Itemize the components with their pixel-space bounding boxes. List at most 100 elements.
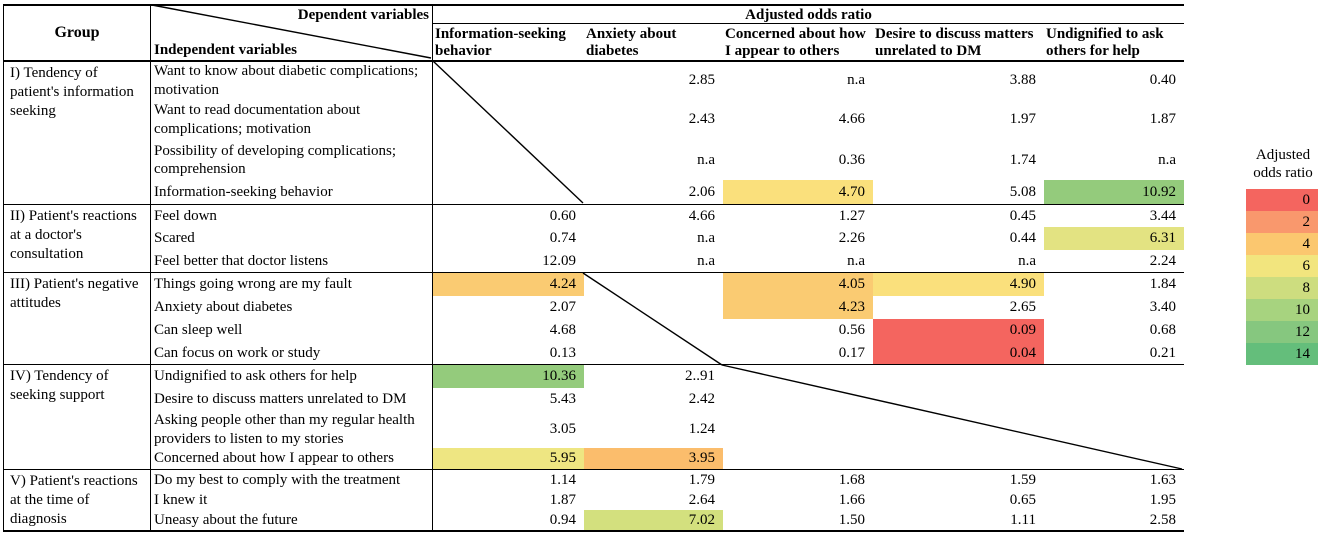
odds-ratio-value-cell: 1.74 xyxy=(1009,151,1036,168)
odds-ratio-value-cell: 0.44 xyxy=(1009,230,1036,246)
odds-ratio-value-cell xyxy=(433,62,584,99)
independent-variable-cell: Information-seeking behavior xyxy=(151,180,433,204)
odds-ratio-value-cell xyxy=(873,365,1044,388)
diagonal-header-cell: Dependent variables Independent variable… xyxy=(151,6,433,60)
table-row: Information-seeking behavior 2.06 4.70 5.08… xyxy=(151,180,1184,204)
independent-variable-cell: Concerned about how I appear to others xyxy=(151,448,433,469)
legend-title-line2: odds ratio xyxy=(1253,165,1313,181)
odds-ratio-value-cell xyxy=(873,448,1044,469)
odds-ratio-value-cell: 3.88 xyxy=(1009,72,1036,88)
table-group: I) Tendency of patient's information see… xyxy=(4,62,1184,204)
color-scale-legend: Adjusted odds ratio 0 2 4 6 8 10 12 14 xyxy=(1246,146,1320,365)
adjusted-odds-ratio-table: Group Dependent variables Independent va… xyxy=(3,4,1184,532)
table-group: V) Patient's reactions at the time of di… xyxy=(4,469,1184,532)
column-header: Undignified to ask others for help xyxy=(1046,26,1164,59)
odds-ratio-value-cell: n.a xyxy=(1158,151,1176,168)
group-column-header: Group xyxy=(4,6,151,60)
odds-ratio-value-cell: 0.74 xyxy=(549,230,576,246)
table-row: Uneasy about the future 0.94 7.02 1.50 1.11 2… xyxy=(151,510,1184,530)
legend-title-line1: Adjusted xyxy=(1255,147,1311,163)
odds-ratio-value-cell: n.a xyxy=(1018,252,1036,269)
odds-ratio-value-cell xyxy=(873,388,1044,411)
odds-ratio-value-cell xyxy=(433,180,584,204)
legend-band: 0 xyxy=(1246,189,1318,211)
odds-ratio-value-cell: 4.66 xyxy=(838,111,865,127)
odds-ratio-value-cell xyxy=(723,388,873,411)
odds-ratio-value-cell: 12.09 xyxy=(542,252,576,269)
odds-ratio-value-cell: 0.56 xyxy=(838,322,865,338)
odds-ratio-value-cell: 0.09 xyxy=(873,319,1044,342)
odds-ratio-value-cell xyxy=(723,365,873,388)
odds-ratio-value-cell: 1.66 xyxy=(838,491,865,508)
table-body: I) Tendency of patient's information see… xyxy=(4,62,1184,532)
independent-variable-cell: Scared xyxy=(151,227,433,250)
independent-variables-label: Independent variables xyxy=(154,42,297,58)
independent-variable-cell: Want to read documentation about complic… xyxy=(151,99,433,140)
independent-variable-cell: Can sleep well xyxy=(151,319,433,342)
odds-ratio-value-cell: 1.11 xyxy=(1010,511,1036,528)
odds-ratio-value-cell: 4.24 xyxy=(433,273,584,296)
odds-ratio-value-cell: 4.05 xyxy=(723,273,873,296)
table-row: Can sleep well 4.68 0.56 0.09 0.68 xyxy=(151,319,1184,342)
odds-ratio-value-cell: 2.06 xyxy=(688,183,715,200)
independent-variable-cell: Uneasy about the future xyxy=(151,510,433,530)
odds-ratio-value-cell: 0.68 xyxy=(1149,322,1176,338)
odds-ratio-value-cell: 1.27 xyxy=(838,207,865,224)
legend-band: 14 xyxy=(1246,343,1318,365)
odds-ratio-value-cell: n.a xyxy=(697,151,715,168)
independent-variable-cell: Anxiety about diabetes xyxy=(151,296,433,319)
odds-ratio-value-cell: 1.79 xyxy=(688,471,715,488)
odds-ratio-value-cell: 1.50 xyxy=(838,511,865,528)
odds-ratio-value-cell: 0.13 xyxy=(549,344,576,361)
value-columns-header: Adjusted odds ratio Information-seeking … xyxy=(433,6,1184,60)
legend-band: 6 xyxy=(1246,255,1318,277)
legend-band: 10 xyxy=(1246,299,1318,321)
odds-ratio-value-cell: 6.31 xyxy=(1044,227,1184,250)
odds-ratio-value-cell: 2.42 xyxy=(688,391,715,407)
independent-variable-cell: Asking people other than my regular heal… xyxy=(151,411,433,448)
odds-ratio-value-cell: 5.43 xyxy=(549,391,576,407)
odds-ratio-value-cell xyxy=(1044,365,1184,388)
legend-bands: 0 2 4 6 8 10 12 14 xyxy=(1246,189,1320,365)
table-row: Feel down 0.60 4.66 1.27 0.45 3.44 xyxy=(151,205,1184,227)
column-header: Concerned about how I appear to others xyxy=(725,26,866,59)
odds-ratio-value-cell xyxy=(723,411,873,448)
odds-ratio-value-cell: 0.17 xyxy=(838,344,865,361)
independent-variable-cell: Can focus on work or study xyxy=(151,342,433,364)
odds-ratio-value-cell xyxy=(1044,411,1184,448)
odds-ratio-value-cell: 10.92 xyxy=(1044,180,1184,204)
legend-band: 8 xyxy=(1246,277,1318,299)
odds-ratio-value-cell: 0.45 xyxy=(1009,207,1036,224)
odds-ratio-value-cell: 4.70 xyxy=(723,180,873,204)
odds-ratio-value-cell: 1.59 xyxy=(1009,471,1036,488)
independent-variable-cell: Possibility of developing complications;… xyxy=(151,140,433,180)
odds-ratio-value-cell: 2.64 xyxy=(688,491,715,508)
odds-ratio-value-cell: 0.65 xyxy=(1009,491,1036,508)
legend-band: 12 xyxy=(1246,321,1318,343)
odds-ratio-value-cell: 5.08 xyxy=(1009,183,1036,200)
odds-ratio-value-cell: 1.14 xyxy=(549,471,576,488)
column-headers-row: Information-seeking behavior Anxiety abou… xyxy=(433,24,1184,60)
odds-ratio-value-cell xyxy=(1044,388,1184,411)
table-row: Want to read documentation about complic… xyxy=(151,99,1184,140)
column-header: Desire to discuss matters unrelated to D… xyxy=(875,26,1034,59)
group-label-cell: II) Patient's reactions at a doctor's co… xyxy=(4,205,151,272)
table-row: Asking people other than my regular heal… xyxy=(151,411,1184,448)
odds-ratio-value-cell: 1.87 xyxy=(549,491,576,508)
odds-ratio-value-cell: 4.90 xyxy=(873,273,1044,296)
independent-variable-cell: Undignified to ask others for help xyxy=(151,365,433,388)
table-row: Things going wrong are my fault 4.24 4.05 4… xyxy=(151,273,1184,296)
table-group: II) Patient's reactions at a doctor's co… xyxy=(4,204,1184,272)
adjusted-odds-ratio-span-header: Adjusted odds ratio xyxy=(433,6,1184,24)
odds-ratio-value-cell xyxy=(873,411,1044,448)
independent-variable-cell: Things going wrong are my fault xyxy=(151,273,433,296)
odds-ratio-value-cell: 0.60 xyxy=(549,207,576,224)
odds-ratio-value-cell: 4.66 xyxy=(688,207,715,224)
odds-ratio-value-cell xyxy=(584,296,723,319)
odds-ratio-value-cell: 2..91 xyxy=(685,368,715,384)
independent-variable-cell: Desire to discuss matters unrelated to D… xyxy=(151,388,433,411)
odds-ratio-value-cell: 1.97 xyxy=(1009,111,1036,127)
odds-ratio-value-cell: 3.40 xyxy=(1149,299,1176,315)
odds-ratio-value-cell: 0.36 xyxy=(838,151,865,168)
odds-ratio-value-cell xyxy=(433,99,584,140)
